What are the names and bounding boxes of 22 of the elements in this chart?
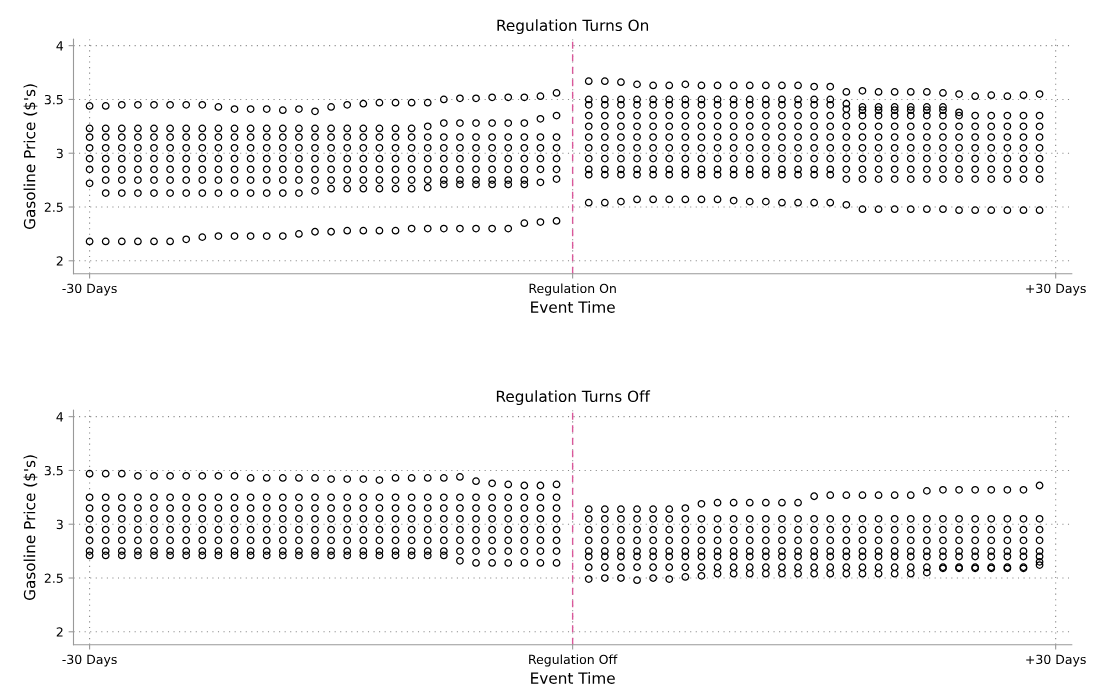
x-tick-label: Regulation On	[529, 283, 616, 296]
y-tick-label: 2	[56, 627, 63, 637]
x-tick-label: -30 Days	[62, 654, 117, 667]
x-tick-label: +30 Days	[1026, 283, 1086, 296]
chart-title: Regulation Turns On	[497, 19, 649, 35]
y-tick-label: 4	[56, 41, 64, 51]
x-tick-label: Regulation Off	[529, 654, 618, 667]
y-tick-label: 3.5	[44, 94, 63, 105]
y-tick-label: 3.5	[44, 465, 63, 476]
chart-title: Regulation Turns Off	[496, 390, 651, 406]
y-tick-label: 2	[56, 256, 63, 266]
y-tick-label: 4	[56, 412, 64, 422]
y-tick-label: 3	[56, 148, 63, 159]
x-axis-title: Event Time	[531, 672, 615, 684]
x-tick-label: +30 Days	[1026, 654, 1086, 667]
y-axis-title: Gasoline Price ($'s)	[23, 84, 38, 230]
y-tick-label: 3	[56, 519, 63, 530]
x-tick-label: -30 Days	[62, 283, 117, 296]
y-tick-label: 2.5	[44, 202, 63, 212]
x-axis-title: Event Time	[531, 301, 615, 313]
y-axis-title: Gasoline Price ($'s)	[23, 455, 38, 601]
y-tick-label: 2.5	[44, 573, 63, 583]
